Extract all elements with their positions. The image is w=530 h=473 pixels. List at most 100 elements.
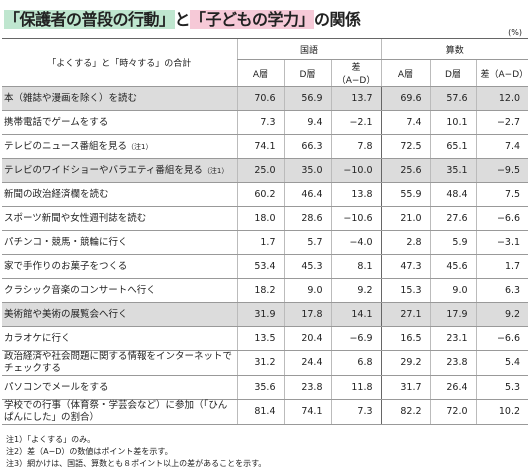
row-label: 美術館や美術の展覧会へ行く	[2, 302, 237, 327]
cell-value: 13.5	[236, 326, 284, 351]
cell-value: 15.3	[380, 278, 431, 303]
cell-value: 1.7	[236, 230, 284, 255]
title: 「保護者の普段の行動」と「子どもの学力」の関係	[4, 6, 361, 30]
cell-value: −2.7	[475, 110, 529, 135]
table-head: 「よくする」と「時々する」の合計 国語 算数 A層 D層 差（A−D） A層 D層 差（A−D）	[2, 38, 529, 87]
table-row: 新聞の政治経済欄を読む 60.2 46.4 13.8 55.9 48.4 7.5	[2, 182, 529, 207]
cell-value: 9.0	[283, 278, 331, 303]
cell-value: 6.8	[330, 350, 382, 376]
cell-value: 28.6	[283, 206, 331, 231]
cell-value: 74.1	[236, 134, 284, 159]
title-part: と	[174, 10, 191, 29]
cell-value: 82.2	[380, 399, 431, 425]
group-header: 算数	[380, 38, 529, 60]
row-label-text: 新聞の政治経済欄を読む	[4, 188, 109, 200]
cell-value: 35.6	[236, 375, 284, 400]
cell-value: 17.9	[429, 302, 477, 327]
cell-value: 11.8	[330, 375, 382, 400]
cell-value: 12.0	[475, 86, 529, 111]
cell-value: −2.1	[330, 110, 382, 135]
row-label-text: テレビのワイドショーやバラエティ番組を見る	[4, 164, 203, 176]
row-label-text: 携帯電話でゲームをする	[4, 116, 109, 128]
cell-value: 45.3	[283, 254, 331, 279]
note: 注2）差（A−D）の数値はポイント差を示す。	[6, 447, 173, 456]
row-label: 政治経済や社会問題に関する情報をインターネットでチェックする	[2, 350, 237, 376]
cell-value: 23.8	[429, 350, 477, 376]
row-label: パソコンでメールをする	[2, 375, 237, 400]
row-label: テレビのワイドショーやバラエティ番組を見る（注1）	[2, 158, 237, 183]
cell-value: 72.0	[429, 399, 477, 425]
cell-value: 1.7	[475, 254, 529, 279]
table-row: スポーツ新聞や女性週刊誌を読む 18.0 28.6 −10.6 21.0 27.6 −6.6	[2, 206, 529, 231]
row-label: 家で手作りのお菓子をつくる	[2, 254, 237, 279]
cell-value: −6.6	[475, 206, 529, 231]
row-label-text: カラオケに行く	[4, 332, 71, 344]
subheader: A層	[236, 59, 284, 87]
cell-value: 35.1	[429, 158, 477, 183]
table-row: テレビのワイドショーやバラエティ番組を見る（注1） 25.0 35.0 −10.0 25…	[2, 158, 529, 183]
table: 「よくする」と「時々する」の合計 国語 算数 A層 D層 差（A−D） A層 D層 差（A−D）…	[2, 38, 528, 425]
row-label-text: 美術館や美術の展覧会へ行く	[4, 308, 128, 320]
cell-value: 7.4	[475, 134, 529, 159]
row-label-text: 学校での行事（体育祭・学芸会など）に参加（「ひんぱんにした」の割合）	[4, 400, 228, 423]
cell-value: 47.3	[380, 254, 431, 279]
cell-value: 27.1	[380, 302, 431, 327]
row-label-text: テレビのニュース番組を見る	[4, 140, 128, 152]
table-row: 政治経済や社会問題に関する情報をインターネットでチェックする 31.2 24.4 6.…	[2, 350, 529, 376]
cell-value: 6.3	[475, 278, 529, 303]
title-part: の関係	[314, 10, 361, 29]
cell-value: 7.4	[380, 110, 431, 135]
table-row: パソコンでメールをする 35.6 23.8 11.8 31.7 26.4 5.3	[2, 375, 529, 400]
note: 注1）「よくする」のみ。	[6, 435, 96, 444]
cell-value: −10.0	[330, 158, 382, 183]
cell-value: 31.7	[380, 375, 431, 400]
row-label: テレビのニュース番組を見る（注1）	[2, 134, 237, 159]
cell-value: 31.2	[236, 350, 284, 376]
row-note: （注1）	[127, 142, 153, 151]
title-part: 「子どもの学力」	[190, 10, 315, 29]
cell-value: 10.1	[429, 110, 477, 135]
cell-value: 66.3	[283, 134, 331, 159]
cell-value: 7.3	[330, 399, 382, 425]
note: 注3）網かけは、国語、算数とも８ポイント以上の差があることを示す。	[6, 459, 267, 468]
cell-value: 5.9	[429, 230, 477, 255]
cell-value: 13.8	[330, 182, 382, 207]
cell-value: 21.0	[380, 206, 431, 231]
cell-value: 45.6	[429, 254, 477, 279]
cell-value: 72.5	[380, 134, 431, 159]
row-label: パチンコ・競馬・競輪に行く	[2, 230, 237, 255]
table-row: 美術館や美術の展覧会へ行く 31.9 17.8 14.1 27.1 17.9 9.2	[2, 302, 529, 327]
cell-value: 74.1	[283, 399, 331, 425]
cell-value: 46.4	[283, 182, 331, 207]
cell-value: 60.2	[236, 182, 284, 207]
table-row: 学校での行事（体育祭・学芸会など）に参加（「ひんぱんにした」の割合） 81.4 74…	[2, 399, 529, 425]
cell-value: 18.0	[236, 206, 284, 231]
cell-value: 55.9	[380, 182, 431, 207]
subheader: D層	[283, 59, 331, 87]
table-row: パチンコ・競馬・競輪に行く 1.7 5.7 −4.0 2.8 5.9 −3.1	[2, 230, 529, 255]
cell-value: 25.6	[380, 158, 431, 183]
table-row: 携帯電話でゲームをする 7.3 9.4 −2.1 7.4 10.1 −2.7	[2, 110, 529, 135]
table-body: 本（雑誌や漫画を除く）を読む 70.6 56.9 13.7 69.6 57.6 12.0 携帯…	[2, 86, 529, 425]
cell-value: 29.2	[380, 350, 431, 376]
cell-value: −10.6	[330, 206, 382, 231]
cell-value: 57.6	[429, 86, 477, 111]
row-label-text: スポーツ新聞や女性週刊誌を読む	[4, 212, 147, 224]
cell-value: 23.8	[283, 375, 331, 400]
row-label: 本（雑誌や漫画を除く）を読む	[2, 86, 237, 111]
row-label: 新聞の政治経済欄を読む	[2, 182, 237, 207]
cell-value: 18.2	[236, 278, 284, 303]
subheader: D層	[429, 59, 477, 87]
row-label-text: パチンコ・競馬・競輪に行く	[4, 236, 128, 248]
cell-value: −9.5	[475, 158, 529, 183]
cell-value: 14.1	[330, 302, 382, 327]
cell-value: 65.1	[429, 134, 477, 159]
row-label: スポーツ新聞や女性週刊誌を読む	[2, 206, 237, 231]
row-note: （注1）	[202, 166, 229, 175]
cell-value: 5.3	[475, 375, 529, 400]
row-label: 学校での行事（体育祭・学芸会など）に参加（「ひんぱんにした」の割合）	[2, 399, 237, 425]
subheader: 差（A−D）	[330, 59, 382, 87]
row-label: 携帯電話でゲームをする	[2, 110, 237, 135]
cell-value: 7.3	[236, 110, 284, 135]
